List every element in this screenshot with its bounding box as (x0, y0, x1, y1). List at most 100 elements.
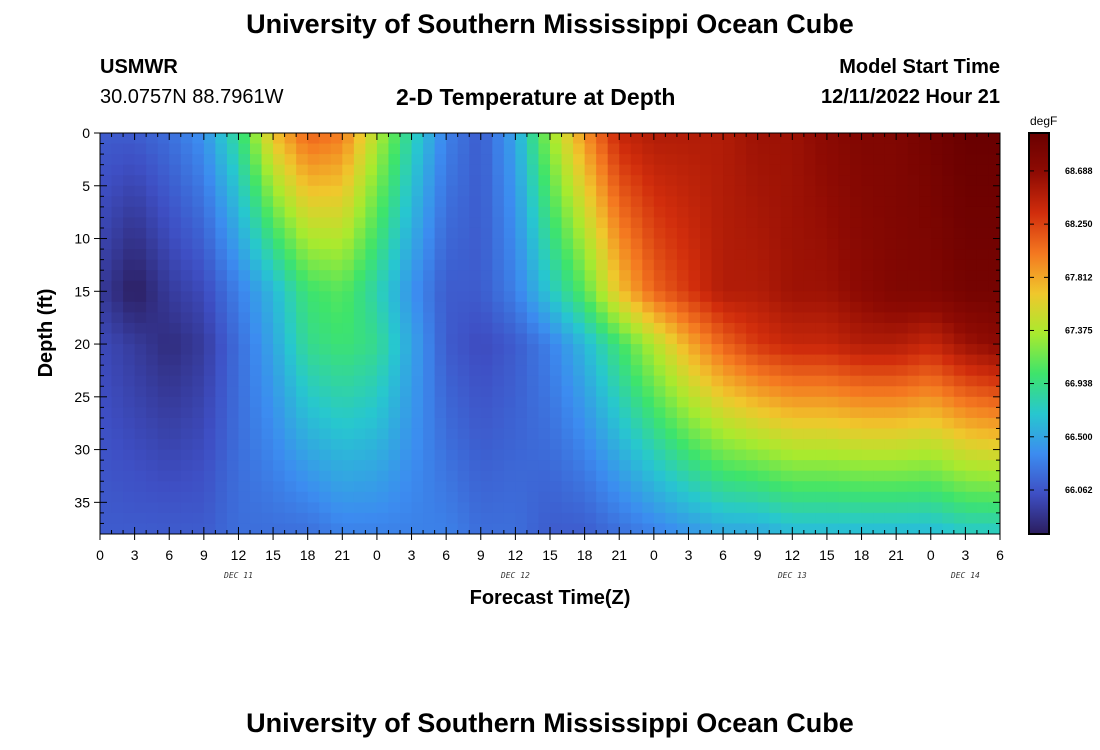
heatmap-cell (907, 196, 920, 208)
heatmap-cell (273, 333, 286, 345)
heatmap-cell (607, 344, 620, 356)
heatmap-cell (111, 280, 124, 292)
heatmap-cell (619, 375, 632, 387)
heatmap-cell (353, 502, 366, 514)
heatmap-cell (734, 154, 747, 166)
heatmap-cell (746, 333, 759, 345)
heatmap-cell (838, 227, 851, 240)
heatmap-cell (400, 491, 413, 503)
heatmap-cell (400, 375, 413, 387)
heatmap-cell (573, 396, 586, 408)
x-tick-label: 12 (785, 547, 801, 563)
heatmap-cell (723, 164, 736, 176)
heatmap-cell (411, 460, 424, 472)
heatmap-cell (919, 270, 932, 282)
heatmap-cell (307, 470, 320, 482)
heatmap-cell (688, 143, 701, 155)
heatmap-cell (100, 322, 113, 335)
heatmap-cell (815, 491, 828, 503)
heatmap-cell (353, 196, 366, 208)
heatmap-cell (123, 386, 136, 398)
heatmap-cell (573, 175, 586, 187)
heatmap-cell (515, 227, 528, 240)
heatmap-cell (573, 333, 586, 345)
heatmap-cell (330, 280, 343, 292)
heatmap-cell (988, 375, 1000, 387)
heatmap-cell (146, 375, 159, 387)
heatmap-cell (203, 354, 216, 366)
heatmap-cell (296, 270, 309, 282)
heatmap-cell (573, 280, 586, 292)
heatmap-cell (792, 333, 805, 345)
heatmap-cell (538, 502, 551, 514)
heatmap-cell (100, 365, 113, 377)
heatmap-cell (226, 417, 240, 430)
heatmap-cell (423, 280, 436, 292)
heatmap-cell (757, 428, 770, 440)
heatmap-cell (296, 407, 309, 419)
heatmap-cell (434, 164, 447, 176)
heatmap-cell (861, 185, 874, 197)
heatmap-cell (584, 354, 597, 366)
heatmap-cell (630, 238, 643, 250)
heatmap-cell (700, 175, 713, 187)
heatmap-cell (550, 238, 563, 250)
heatmap-cell (307, 449, 320, 461)
heatmap-cell (169, 217, 182, 229)
heatmap-cell (619, 280, 632, 292)
heatmap-cell (157, 154, 170, 166)
heatmap-cell (284, 386, 297, 398)
heatmap-cell (838, 259, 851, 271)
heatmap-cell (480, 502, 493, 514)
heatmap-cell (607, 238, 620, 250)
heatmap-cell (365, 333, 378, 345)
heatmap-cell (665, 143, 678, 155)
heatmap-cell (815, 460, 828, 472)
heatmap-cell (446, 407, 459, 419)
heatmap-cell (226, 291, 240, 303)
heatmap-cell (769, 449, 782, 461)
heatmap-cell (411, 417, 424, 430)
heatmap-cell (226, 491, 240, 503)
heatmap-cell (434, 460, 447, 472)
heatmap-cell (273, 301, 286, 313)
heatmap-cell (111, 502, 124, 514)
heatmap-cell (769, 259, 782, 271)
heatmap-cell (838, 238, 851, 250)
heatmap-cell (100, 502, 113, 514)
heatmap-cell (238, 396, 251, 408)
heatmap-cell (226, 460, 240, 472)
heatmap-cell (757, 185, 770, 197)
heatmap-cell (250, 196, 263, 208)
heatmap-cell (538, 164, 551, 176)
heatmap-cell (792, 143, 805, 155)
heatmap-cell (400, 512, 413, 525)
heatmap-cell (584, 238, 597, 250)
heatmap-cell (284, 344, 297, 356)
heatmap-cell (400, 502, 413, 514)
heatmap-cell (907, 164, 920, 176)
heatmap-cell (411, 344, 424, 356)
heatmap-cell (261, 217, 274, 229)
heatmap-cell (296, 164, 309, 176)
heatmap-cell (180, 143, 193, 155)
heatmap-cell (838, 301, 851, 313)
heatmap-cell (411, 512, 424, 525)
heatmap-cell (607, 333, 620, 345)
heatmap-cell (538, 449, 551, 461)
heatmap-cell (273, 133, 286, 145)
heatmap-cell (550, 270, 563, 282)
heatmap-cell (826, 460, 840, 472)
heatmap-cell (653, 481, 666, 493)
heatmap-cell (284, 481, 297, 493)
heatmap-cell (607, 259, 620, 271)
heatmap-cell (538, 470, 551, 482)
heatmap-cell (261, 460, 274, 472)
heatmap-cell (388, 217, 401, 229)
heatmap-cell (780, 249, 793, 261)
heatmap-cell (676, 512, 690, 525)
heatmap-cell (226, 280, 240, 292)
heatmap-cell (803, 491, 816, 503)
heatmap-cell (296, 133, 309, 145)
heatmap-cell (446, 344, 459, 356)
